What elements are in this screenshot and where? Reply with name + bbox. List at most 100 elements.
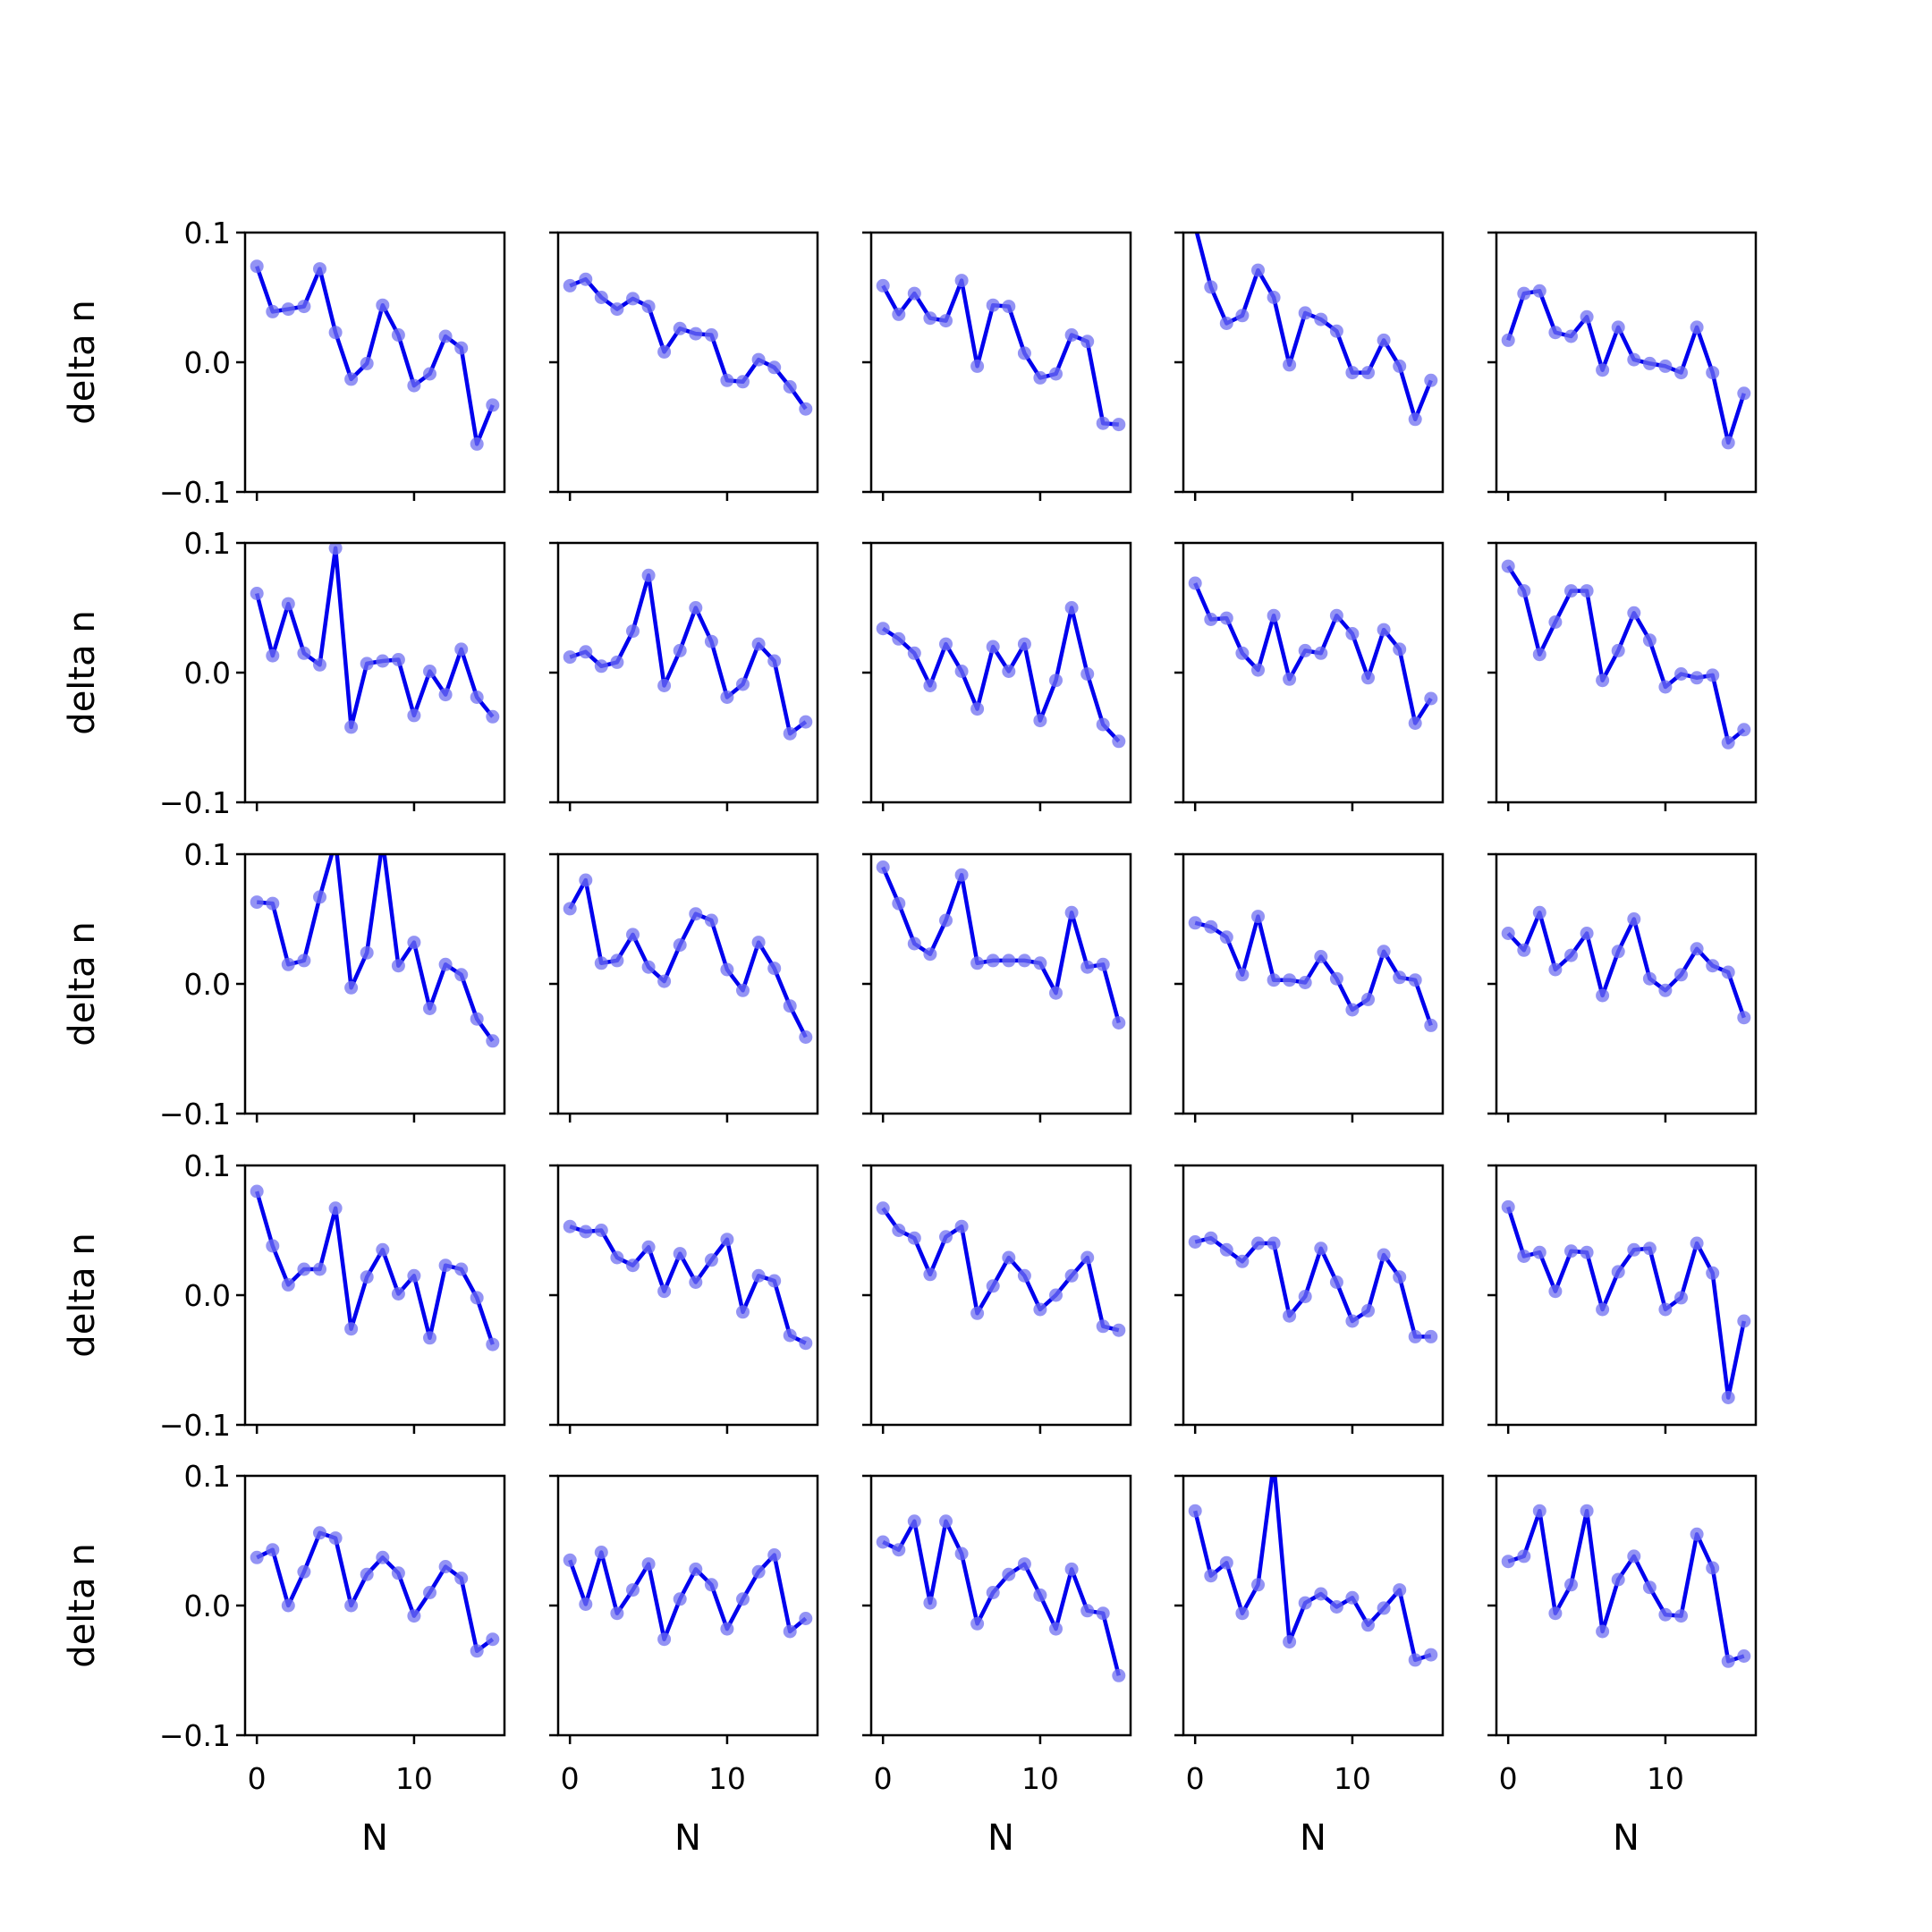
data-point bbox=[641, 300, 656, 314]
data-point bbox=[579, 645, 593, 659]
data-point bbox=[610, 1250, 624, 1265]
data-point bbox=[1596, 363, 1610, 377]
data-point bbox=[1580, 584, 1594, 598]
data-point bbox=[767, 1548, 782, 1562]
data-point bbox=[1564, 329, 1578, 343]
data-point bbox=[423, 367, 436, 381]
data-point bbox=[1408, 973, 1422, 987]
data-point bbox=[970, 1616, 985, 1631]
data-point bbox=[939, 314, 953, 328]
y-tick-label: 0.1 bbox=[184, 1459, 231, 1494]
data-point bbox=[1345, 1003, 1360, 1017]
data-point bbox=[1596, 674, 1610, 688]
data-point bbox=[297, 300, 311, 314]
data-point bbox=[1204, 919, 1218, 934]
y-tick-label: 0.0 bbox=[184, 1278, 231, 1313]
data-point bbox=[1251, 663, 1265, 677]
data-point bbox=[360, 1270, 374, 1284]
data-point bbox=[1517, 584, 1531, 598]
data-point bbox=[1033, 1302, 1047, 1317]
x-tick-label: 0 bbox=[874, 1761, 893, 1796]
data-point bbox=[344, 980, 359, 995]
data-point bbox=[1706, 1266, 1720, 1280]
y-tick-label: 0.0 bbox=[184, 967, 231, 1002]
series-group bbox=[1501, 1504, 1751, 1668]
panel-r1-c3 bbox=[1174, 541, 1445, 811]
axes-frame bbox=[869, 1474, 1132, 1737]
data-point bbox=[1064, 328, 1079, 342]
data-point bbox=[1002, 953, 1016, 968]
series-line bbox=[1194, 233, 1433, 422]
data-point bbox=[1721, 735, 1735, 750]
data-point bbox=[344, 372, 359, 386]
data-point bbox=[1345, 627, 1360, 640]
data-point bbox=[1658, 359, 1673, 373]
series-group bbox=[876, 1201, 1126, 1337]
panel-r0-c2 bbox=[862, 231, 1132, 501]
data-point bbox=[673, 1247, 687, 1261]
data-point bbox=[704, 634, 718, 648]
data-point bbox=[313, 1526, 326, 1540]
axes-frame bbox=[869, 1164, 1132, 1427]
data-point bbox=[986, 1279, 1000, 1293]
series-line bbox=[1507, 1508, 1745, 1664]
data-point bbox=[657, 679, 672, 692]
data-point bbox=[1737, 1011, 1751, 1025]
data-point bbox=[391, 328, 405, 342]
data-point bbox=[1674, 1291, 1688, 1305]
data-point bbox=[767, 360, 782, 375]
data-point bbox=[1548, 615, 1563, 629]
data-point bbox=[281, 957, 295, 971]
data-point bbox=[626, 928, 640, 942]
data-point bbox=[1251, 910, 1265, 924]
data-point bbox=[1532, 905, 1546, 919]
data-point bbox=[1408, 1653, 1422, 1667]
data-point bbox=[454, 341, 469, 355]
y-tick-label: −0.1 bbox=[159, 785, 231, 820]
data-point bbox=[907, 646, 921, 660]
data-point bbox=[1611, 1572, 1625, 1587]
data-point bbox=[876, 1201, 890, 1216]
data-point bbox=[1532, 1504, 1546, 1518]
series-group bbox=[563, 568, 813, 741]
data-point bbox=[626, 624, 640, 639]
data-point bbox=[610, 302, 624, 317]
data-point bbox=[1049, 986, 1063, 1000]
data-point bbox=[626, 1258, 640, 1273]
data-point bbox=[1064, 1562, 1079, 1576]
data-point bbox=[1627, 606, 1641, 620]
data-point bbox=[1721, 436, 1735, 450]
panel-r1-c2 bbox=[862, 541, 1132, 811]
data-point bbox=[1564, 948, 1578, 962]
data-point bbox=[1096, 416, 1110, 430]
data-point bbox=[1298, 1290, 1312, 1303]
data-point bbox=[438, 1258, 453, 1273]
series-group bbox=[1188, 1231, 1438, 1343]
data-point bbox=[454, 1262, 469, 1276]
data-point bbox=[1548, 326, 1563, 340]
data-point bbox=[423, 1586, 436, 1599]
data-point bbox=[1517, 1250, 1531, 1263]
data-point bbox=[563, 1553, 577, 1567]
data-point bbox=[1219, 317, 1233, 330]
data-point bbox=[970, 956, 985, 970]
x-tick-label: 10 bbox=[708, 1761, 746, 1796]
data-point bbox=[391, 959, 405, 973]
data-point bbox=[673, 643, 687, 657]
data-point bbox=[470, 1644, 484, 1658]
panel-r3-c2 bbox=[862, 1164, 1132, 1434]
data-point bbox=[736, 1305, 750, 1319]
data-point bbox=[970, 702, 985, 716]
data-point bbox=[1298, 976, 1312, 989]
axes-frame bbox=[1495, 852, 1758, 1115]
panel-r3-c3 bbox=[1174, 1164, 1445, 1434]
data-point bbox=[1345, 366, 1360, 380]
data-point bbox=[250, 587, 264, 600]
data-point bbox=[1501, 333, 1515, 347]
data-point bbox=[1283, 1635, 1297, 1649]
data-point bbox=[1033, 1588, 1047, 1602]
data-point bbox=[360, 945, 374, 960]
data-point bbox=[407, 936, 421, 950]
series-line bbox=[881, 1207, 1120, 1333]
